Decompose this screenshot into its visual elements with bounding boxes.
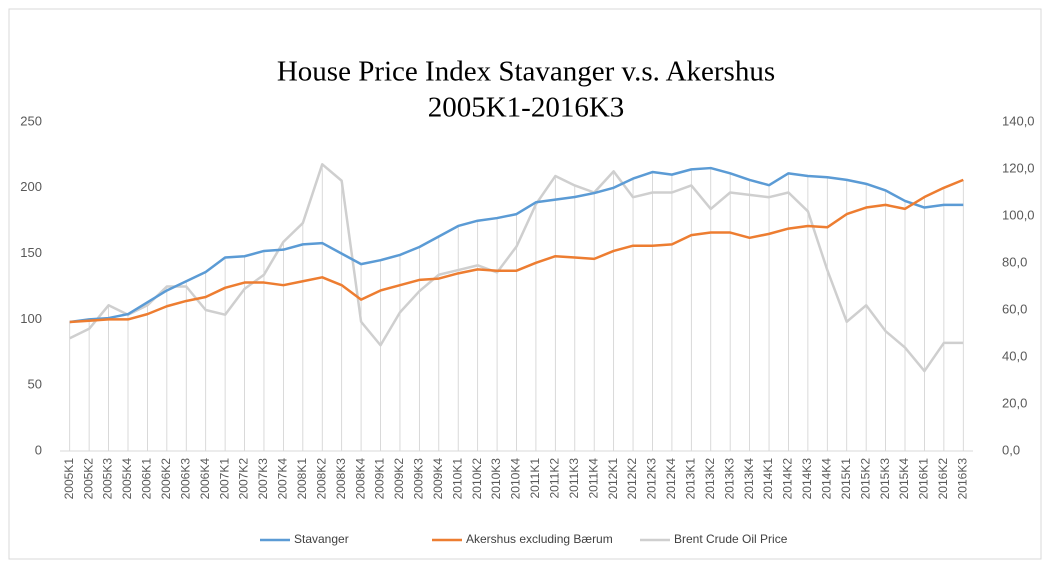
x-tick-label: 2006K1 [140, 458, 154, 500]
x-tick-label: 2005K2 [81, 458, 95, 500]
x-tick-label: 2011K4 [586, 458, 600, 499]
y-tick-label: 0 [35, 442, 42, 457]
x-tick-label: 2014K1 [761, 458, 775, 500]
x-tick-label: 2015K2 [858, 458, 872, 500]
x-tick-label: 2007K4 [276, 458, 290, 500]
x-tick-label: 2014K2 [781, 458, 795, 500]
y2-tick-label: 100,0 [1002, 207, 1035, 222]
x-tick-label: 2009K4 [431, 458, 445, 500]
y-tick-label: 50 [28, 377, 42, 392]
x-tick-label: 2010K4 [509, 458, 523, 500]
x-tick-label: 2008K2 [314, 458, 328, 500]
legend-label: Brent Crude Oil Price [674, 532, 788, 546]
x-tick-label: 2012K3 [645, 458, 659, 500]
x-tick-label: 2009K3 [412, 458, 426, 500]
x-tick-label: 2011K3 [567, 458, 581, 499]
x-tick-label: 2008K3 [334, 458, 348, 500]
y2-tick-label: 80,0 [1002, 254, 1027, 269]
y-tick-label: 150 [20, 245, 42, 260]
y2-tick-label: 140,0 [1002, 113, 1035, 128]
x-tick-label: 2007K1 [217, 458, 231, 500]
x-tick-label: 2010K3 [489, 458, 503, 500]
x-tick-label: 2009K1 [373, 458, 387, 500]
x-tick-label: 2012K1 [606, 458, 620, 500]
x-tick-label: 2006K4 [198, 458, 212, 500]
x-tick-label: 2014K3 [800, 458, 814, 500]
series-line [69, 166, 964, 324]
y2-tick-label: 40,0 [1002, 348, 1027, 363]
x-tick-label: 2016K2 [936, 458, 950, 500]
series-line [69, 163, 964, 373]
x-tick-label: 2007K3 [256, 458, 270, 500]
x-tick-label: 2006K2 [159, 458, 173, 500]
y2-tick-label: 60,0 [1002, 301, 1027, 316]
x-tick-label: 2005K4 [120, 458, 134, 500]
y-tick-label: 250 [20, 113, 42, 128]
x-tick-label: 2013K4 [742, 458, 756, 500]
x-tick-label: 2006K3 [178, 458, 192, 500]
series-line [69, 178, 964, 324]
x-tick-label: 2015K1 [839, 458, 853, 500]
y-tick-label: 200 [20, 179, 42, 194]
legend-label: Stavanger [294, 532, 349, 546]
x-tick-label: 2015K3 [878, 458, 892, 500]
x-tick-label: 2010K2 [470, 458, 484, 500]
x-tick-label: 2012K4 [664, 458, 678, 500]
y2-tick-label: 0,0 [1002, 442, 1020, 457]
x-tick-label: 2012K2 [625, 458, 639, 500]
x-tick-label: 2008K1 [295, 458, 309, 500]
x-tick-label: 2014K4 [819, 458, 833, 500]
y2-tick-label: 20,0 [1002, 395, 1027, 410]
x-tick-label: 2013K1 [684, 458, 698, 500]
x-tick-label: 2015K4 [897, 458, 911, 500]
x-tick-label: 2005K1 [62, 458, 76, 500]
chart-title: 2005K1-2016K3 [428, 92, 625, 124]
x-tick-label: 2009K2 [392, 458, 406, 500]
legend-label: Akershus excluding Bærum [466, 532, 613, 546]
chart-title: House Price Index Stavanger v.s. Akershu… [277, 56, 775, 88]
x-tick-label: 2013K3 [722, 458, 736, 500]
x-tick-label: 2016K3 [955, 458, 969, 500]
x-tick-label: 2005K3 [101, 458, 115, 500]
x-tick-label: 2011K2 [548, 458, 562, 499]
x-tick-label: 2007K2 [237, 458, 251, 500]
x-tick-label: 2011K1 [528, 458, 542, 499]
x-tick-label: 2008K4 [353, 458, 367, 500]
y-tick-label: 100 [20, 311, 42, 326]
x-tick-label: 2016K1 [917, 458, 931, 500]
y2-tick-label: 120,0 [1002, 160, 1035, 175]
chart-border [8, 8, 1042, 560]
x-tick-label: 2013K2 [703, 458, 717, 500]
x-tick-label: 2010K1 [450, 458, 464, 500]
